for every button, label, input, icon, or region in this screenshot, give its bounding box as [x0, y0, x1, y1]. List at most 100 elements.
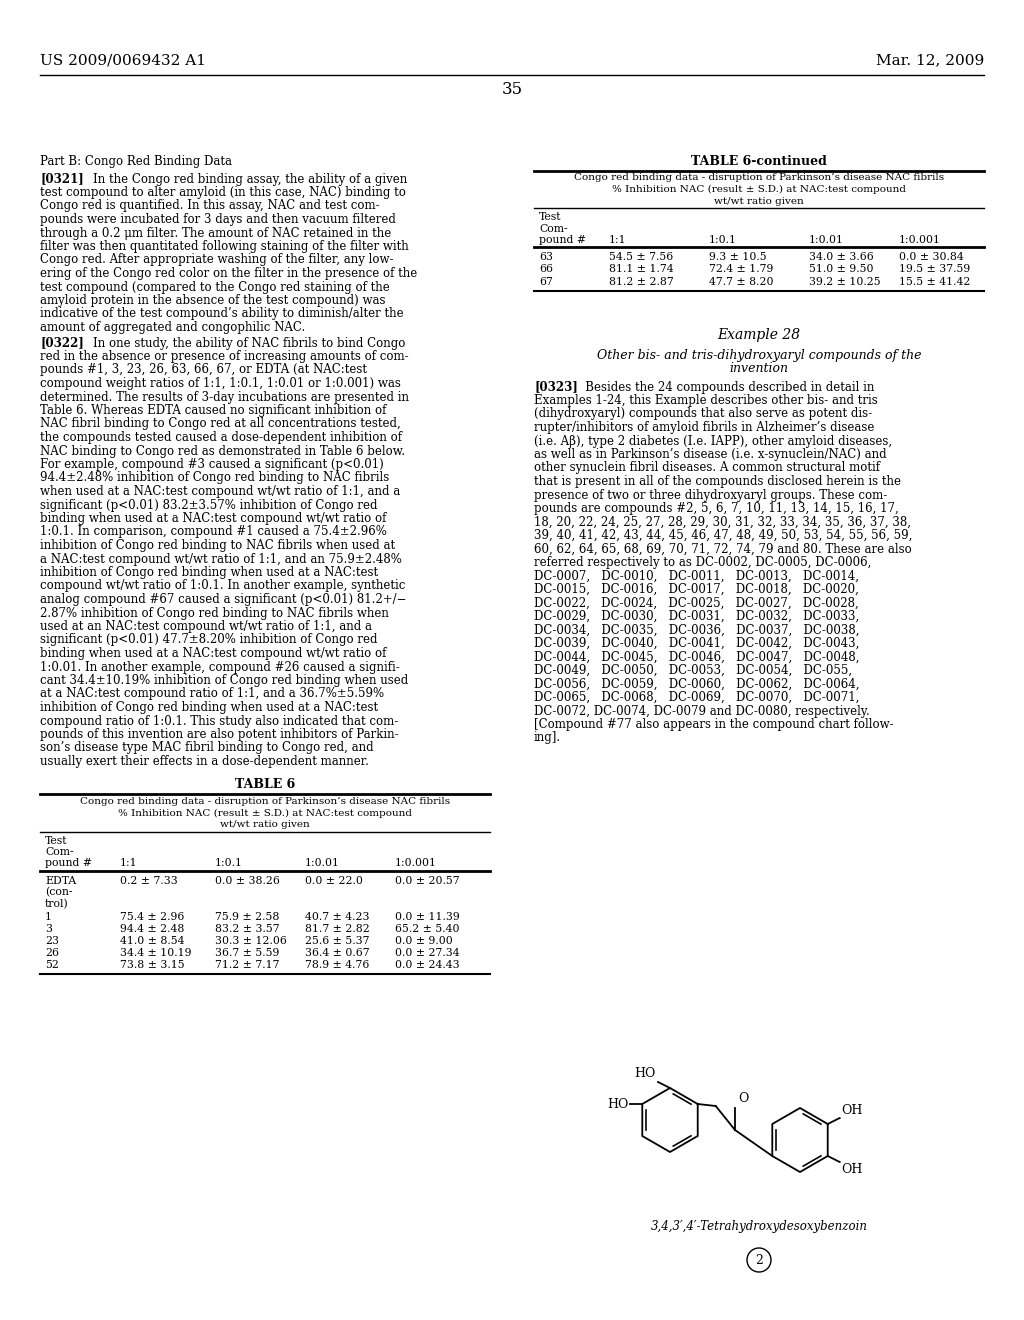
Text: 0.0 ± 20.57: 0.0 ± 20.57 [395, 875, 460, 886]
Text: 25.6 ± 5.37: 25.6 ± 5.37 [305, 936, 370, 945]
Text: referred respectively to as DC-0002, DC-0005, DC-0006,: referred respectively to as DC-0002, DC-… [534, 556, 871, 569]
Text: DC-0034,   DC-0035,   DC-0036,   DC-0037,   DC-0038,: DC-0034, DC-0035, DC-0036, DC-0037, DC-0… [534, 623, 859, 636]
Text: test compound (compared to the Congo red staining of the: test compound (compared to the Congo red… [40, 281, 390, 293]
Text: NAC fibril binding to Congo red at all concentrations tested,: NAC fibril binding to Congo red at all c… [40, 417, 400, 430]
Text: compound weight ratios of 1:1, 1:0.1, 1:0.01 or 1:0.001) was: compound weight ratios of 1:1, 1:0.1, 1:… [40, 378, 400, 389]
Text: Table 6. Whereas EDTA caused no significant inhibition of: Table 6. Whereas EDTA caused no signific… [40, 404, 386, 417]
Text: inhibition of Congo red binding when used at a NAC:test: inhibition of Congo red binding when use… [40, 566, 378, 579]
Text: DC-0049,   DC-0050,   DC-0053,   DC-0054,   DC-055,: DC-0049, DC-0050, DC-0053, DC-0054, DC-0… [534, 664, 852, 677]
Text: DC-0039,   DC-0040,   DC-0041,   DC-0042,   DC-0043,: DC-0039, DC-0040, DC-0041, DC-0042, DC-0… [534, 638, 859, 649]
Text: through a 0.2 μm filter. The amount of NAC retained in the: through a 0.2 μm filter. The amount of N… [40, 227, 391, 239]
Text: inhibition of Congo red binding when used at a NAC:test: inhibition of Congo red binding when use… [40, 701, 378, 714]
Text: 0.0 ± 30.84: 0.0 ± 30.84 [899, 252, 964, 261]
Text: Com-: Com- [539, 223, 567, 234]
Text: determined. The results of 3-day incubations are presented in: determined. The results of 3-day incubat… [40, 391, 409, 404]
Text: indicative of the test compound’s ability to diminish/alter the: indicative of the test compound’s abilit… [40, 308, 403, 321]
Text: 1:0.01: 1:0.01 [809, 235, 844, 246]
Text: DC-0056,   DC-0059,   DC-0060,   DC-0062,   DC-0064,: DC-0056, DC-0059, DC-0060, DC-0062, DC-0… [534, 677, 859, 690]
Text: 81.1 ± 1.74: 81.1 ± 1.74 [609, 264, 674, 275]
Text: amount of aggregated and congophilic NAC.: amount of aggregated and congophilic NAC… [40, 321, 305, 334]
Text: binding when used at a NAC:test compound wt/wt ratio of: binding when used at a NAC:test compound… [40, 512, 386, 525]
Text: [Compound #77 also appears in the compound chart follow-: [Compound #77 also appears in the compou… [534, 718, 894, 731]
Text: US 2009/0069432 A1: US 2009/0069432 A1 [40, 53, 206, 67]
Text: other synuclein fibril diseases. A common structural motif: other synuclein fibril diseases. A commo… [534, 462, 880, 474]
Text: DC-0022,   DC-0024,   DC-0025,   DC-0027,   DC-0028,: DC-0022, DC-0024, DC-0025, DC-0027, DC-0… [534, 597, 859, 610]
Text: 2.87% inhibition of Congo red binding to NAC fibrils when: 2.87% inhibition of Congo red binding to… [40, 606, 389, 619]
Text: Congo red. After appropriate washing of the filter, any low-: Congo red. After appropriate washing of … [40, 253, 393, 267]
Text: 60, 62, 64, 65, 68, 69, 70, 71, 72, 74, 79 and 80. These are also: 60, 62, 64, 65, 68, 69, 70, 71, 72, 74, … [534, 543, 911, 556]
Text: 40.7 ± 4.23: 40.7 ± 4.23 [305, 912, 370, 921]
Text: 81.2 ± 2.87: 81.2 ± 2.87 [609, 277, 674, 286]
Text: 1:0.01. In another example, compound #26 caused a signifi-: 1:0.01. In another example, compound #26… [40, 660, 399, 673]
Text: Examples 1-24, this Example describes other bis- and tris: Examples 1-24, this Example describes ot… [534, 393, 878, 407]
Text: 1:0.1: 1:0.1 [709, 235, 737, 246]
Text: amyloid protein in the absence of the test compound) was: amyloid protein in the absence of the te… [40, 294, 385, 308]
Text: red in the absence or presence of increasing amounts of com-: red in the absence or presence of increa… [40, 350, 409, 363]
Text: 36.7 ± 5.59: 36.7 ± 5.59 [215, 948, 280, 957]
Text: pound #: pound # [539, 235, 586, 246]
Text: Besides the 24 compounds described in detail in: Besides the 24 compounds described in de… [574, 380, 874, 393]
Text: Other bis- and tris-dihydroxyaryl compounds of the: Other bis- and tris-dihydroxyaryl compou… [597, 350, 922, 363]
Text: Test: Test [45, 836, 68, 846]
Text: 2: 2 [755, 1254, 763, 1266]
Text: when used at a NAC:test compound wt/wt ratio of 1:1, and a: when used at a NAC:test compound wt/wt r… [40, 484, 400, 498]
Text: trol): trol) [45, 899, 69, 908]
Text: significant (p<0.01) 83.2±3.57% inhibition of Congo red: significant (p<0.01) 83.2±3.57% inhibiti… [40, 499, 378, 511]
Text: Com-: Com- [45, 847, 74, 857]
Text: 23: 23 [45, 936, 59, 945]
Text: 67: 67 [539, 277, 553, 286]
Text: wt/wt ratio given: wt/wt ratio given [220, 820, 310, 829]
Text: Congo red binding data - disruption of Parkinson’s disease NAC fibrils: Congo red binding data - disruption of P… [80, 797, 451, 807]
Text: 35: 35 [502, 82, 522, 99]
Text: pounds are compounds #2, 5, 6, 7, 10, 11, 13, 14, 15, 16, 17,: pounds are compounds #2, 5, 6, 7, 10, 11… [534, 502, 899, 515]
Text: DC-0029,   DC-0030,   DC-0031,   DC-0032,   DC-0033,: DC-0029, DC-0030, DC-0031, DC-0032, DC-0… [534, 610, 859, 623]
Text: pounds were incubated for 3 days and then vacuum filtered: pounds were incubated for 3 days and the… [40, 213, 396, 226]
Text: usually exert their effects in a dose-dependent manner.: usually exert their effects in a dose-de… [40, 755, 369, 768]
Text: filter was then quantitated following staining of the filter with: filter was then quantitated following st… [40, 240, 409, 253]
Text: 34.4 ± 10.19: 34.4 ± 10.19 [120, 948, 191, 957]
Text: 39, 40, 41, 42, 43, 44, 45, 46, 47, 48, 49, 50, 53, 54, 55, 56, 59,: 39, 40, 41, 42, 43, 44, 45, 46, 47, 48, … [534, 529, 912, 543]
Text: ing].: ing]. [534, 731, 561, 744]
Text: DC-0007,   DC-0010,   DC-0011,   DC-0013,   DC-0014,: DC-0007, DC-0010, DC-0011, DC-0013, DC-0… [534, 569, 859, 582]
Text: 0.0 ± 27.34: 0.0 ± 27.34 [395, 948, 460, 957]
Text: 36.4 ± 0.67: 36.4 ± 0.67 [305, 948, 370, 957]
Text: For example, compound #3 caused a significant (p<0.01): For example, compound #3 caused a signif… [40, 458, 384, 471]
Text: pounds #1, 3, 23, 26, 63, 66, 67, or EDTA (at NAC:test: pounds #1, 3, 23, 26, 63, 66, 67, or EDT… [40, 363, 367, 376]
Text: 30.3 ± 12.06: 30.3 ± 12.06 [215, 936, 287, 945]
Text: 1:0.1. In comparison, compound #1 caused a 75.4±2.96%: 1:0.1. In comparison, compound #1 caused… [40, 525, 387, 539]
Text: DC-0065,   DC-0068,   DC-0069,   DC-0070,   DC-0071,: DC-0065, DC-0068, DC-0069, DC-0070, DC-0… [534, 690, 859, 704]
Text: invention: invention [729, 363, 788, 375]
Text: 1:0.001: 1:0.001 [899, 235, 941, 246]
Text: as well as in Parkinson’s disease (i.e. x-synuclein/NAC) and: as well as in Parkinson’s disease (i.e. … [534, 447, 887, 461]
Text: significant (p<0.01) 47.7±8.20% inhibition of Congo red: significant (p<0.01) 47.7±8.20% inhibiti… [40, 634, 378, 647]
Text: 3,4,3′,4′-Tetrahydroxydesoxybenzoin: 3,4,3′,4′-Tetrahydroxydesoxybenzoin [650, 1220, 867, 1233]
Text: 41.0 ± 8.54: 41.0 ± 8.54 [120, 936, 184, 945]
Text: In one study, the ability of NAC fibrils to bind Congo: In one study, the ability of NAC fibrils… [78, 337, 406, 350]
Text: 75.9 ± 2.58: 75.9 ± 2.58 [215, 912, 280, 921]
Text: 0.0 ± 38.26: 0.0 ± 38.26 [215, 875, 280, 886]
Text: at a NAC:test compound ratio of 1:1, and a 36.7%±5.59%: at a NAC:test compound ratio of 1:1, and… [40, 688, 384, 701]
Text: ering of the Congo red color on the filter in the presence of the: ering of the Congo red color on the filt… [40, 267, 417, 280]
Text: 75.4 ± 2.96: 75.4 ± 2.96 [120, 912, 184, 921]
Text: Example 28: Example 28 [718, 329, 801, 342]
Text: 0.2 ± 7.33: 0.2 ± 7.33 [120, 875, 178, 886]
Text: 81.7 ± 2.82: 81.7 ± 2.82 [305, 924, 370, 933]
Text: cant 34.4±10.19% inhibition of Congo red binding when used: cant 34.4±10.19% inhibition of Congo red… [40, 675, 409, 686]
Text: 26: 26 [45, 948, 59, 957]
Text: 34.0 ± 3.66: 34.0 ± 3.66 [809, 252, 873, 261]
Text: 1:1: 1:1 [609, 235, 627, 246]
Text: 19.5 ± 37.59: 19.5 ± 37.59 [899, 264, 971, 275]
Text: 0.0 ± 11.39: 0.0 ± 11.39 [395, 912, 460, 921]
Text: 1:0.1: 1:0.1 [215, 858, 243, 869]
Text: a NAC:test compound wt/wt ratio of 1:1, and an 75.9±2.48%: a NAC:test compound wt/wt ratio of 1:1, … [40, 553, 401, 565]
Text: that is present in all of the compounds disclosed herein is the: that is present in all of the compounds … [534, 475, 901, 488]
Text: Part B: Congo Red Binding Data: Part B: Congo Red Binding Data [40, 154, 232, 168]
Text: Test: Test [539, 213, 561, 222]
Text: OH: OH [842, 1104, 863, 1117]
Text: TABLE 6-continued: TABLE 6-continued [691, 154, 827, 168]
Text: 94.4 ± 2.48: 94.4 ± 2.48 [120, 924, 184, 933]
Text: 54.5 ± 7.56: 54.5 ± 7.56 [609, 252, 673, 261]
Text: 0.0 ± 9.00: 0.0 ± 9.00 [395, 936, 453, 945]
Text: pounds of this invention are also potent inhibitors of Parkin-: pounds of this invention are also potent… [40, 729, 398, 741]
Text: Mar. 12, 2009: Mar. 12, 2009 [876, 53, 984, 67]
